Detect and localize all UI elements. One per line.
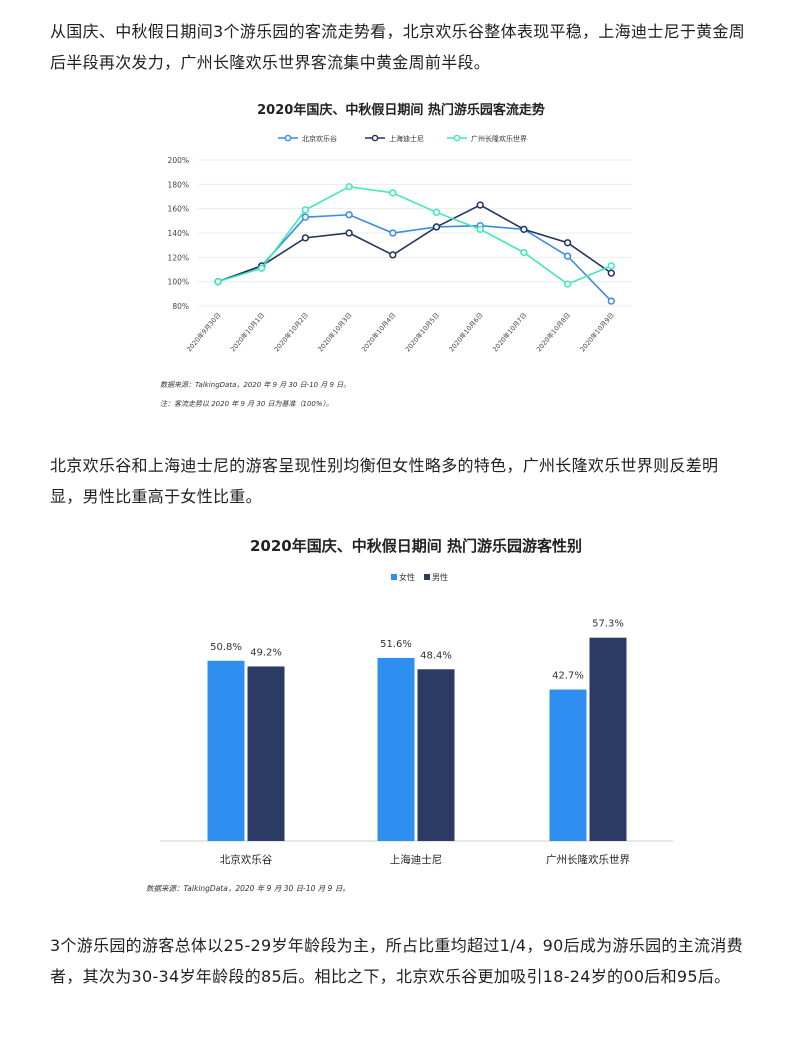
chart-baseline-note: 注：客流走势以 2020 年 9 月 30 日为基准（100%）。 [160, 400, 333, 408]
bar-value-label: 48.4% [420, 650, 452, 661]
series-2 [214, 201, 615, 286]
data-point [607, 269, 615, 277]
data-point [389, 251, 397, 259]
data-point [432, 208, 441, 216]
chart-series [214, 183, 615, 305]
bar [377, 657, 415, 841]
legend-marker [453, 134, 461, 142]
x-tick-label: 2020年10月3日 [316, 311, 354, 354]
series-line [217, 213, 612, 302]
bar [207, 660, 245, 841]
x-tick-label: 2020年10月1日 [228, 311, 266, 354]
bar-value-label: 42.7% [552, 671, 584, 682]
x-tick-label: 2020年10月7日 [490, 311, 528, 354]
chart-legend: 北京欢乐谷 上海迪士尼 广州长隆欢乐世界 [278, 134, 527, 143]
data-point [476, 201, 484, 209]
paragraph-age: 3个游乐园的游客总体以25-29岁年龄段为主，所占比重均超过1/4，90后成为游… [50, 936, 743, 986]
data-point [563, 252, 572, 260]
bar-value-label: 57.3% [592, 619, 624, 630]
paragraph-traffic-trend: 从国庆、中秋假日期间3个游乐园的客流走势看，北京欢乐谷整体表现平稳，上海迪士尼于… [50, 22, 746, 72]
x-tick-label: 2020年10月2日 [272, 311, 310, 354]
data-point [432, 223, 441, 231]
x-axis-ticks: 北京欢乐谷 上海迪士尼 广州长隆欢乐世界 [220, 853, 631, 866]
legend-label: 女性 [399, 572, 415, 582]
y-tick-label: 140% [168, 229, 189, 238]
chart-bars: 50.8% 51.6% 42.7% 49.2% 48.4% 57.3% [207, 619, 627, 841]
line-chart-traffic-trend: 2020年国庆、中秋假日期间 热门游乐园客流走势 北京欢乐谷 上海迪士尼 广州长隆欢… [160, 102, 632, 408]
data-point [301, 213, 310, 221]
x-tick-label: 2020年9月30日 [184, 311, 222, 354]
series-3 [214, 183, 615, 288]
x-tick-label: 2020年10月4日 [359, 311, 397, 354]
data-point [520, 248, 528, 257]
data-point [476, 225, 484, 234]
chart-legend: 女性 男性 [391, 572, 448, 582]
legend-label: 北京欢乐谷 [302, 134, 337, 143]
x-tick-label: 2020年10月9日 [578, 311, 616, 354]
legend-label: 男性 [432, 572, 448, 582]
data-point [607, 262, 615, 270]
legend-swatch [391, 574, 397, 580]
x-tick-label: 2020年10月6日 [447, 311, 485, 354]
data-point [389, 189, 397, 197]
data-point [301, 206, 310, 214]
chart-source-note: 数据来源：TalkingData，2020 年 9 月 30 日-10 月 9 … [160, 381, 350, 389]
legend-label: 上海迪士尼 [389, 134, 424, 143]
paragraph-gender: 北京欢乐谷和上海迪士尼的游客呈现性别均衡但女性略多的特色，广州长隆欢乐世界则反差… [50, 456, 719, 506]
bar-chart-gender: 2020年国庆、中秋假日期间 热门游乐园游客性别 女性 男性 50.8% 51.6%… [146, 537, 673, 893]
x-tick-label: 2020年10月8日 [534, 311, 572, 354]
y-tick-label: 80% [172, 302, 189, 311]
data-point [345, 211, 353, 219]
x-tick-label: 上海迪士尼 [390, 853, 443, 866]
legend-swatch [424, 574, 430, 580]
data-point [301, 234, 310, 242]
data-point [258, 264, 266, 272]
y-tick-label: 100% [168, 278, 189, 287]
data-point [563, 280, 572, 288]
series-line [217, 204, 612, 283]
bar [247, 666, 285, 841]
x-tick-label: 广州长隆欢乐世界 [546, 853, 630, 866]
x-axis-ticks: 2020年9月30日 2020年10月1日 2020年10月2日 2020年10月3日… [184, 311, 615, 354]
bar-value-label: 49.2% [250, 647, 282, 658]
data-point [214, 278, 222, 286]
data-point [607, 297, 615, 305]
legend-label: 广州长隆欢乐世界 [471, 134, 527, 143]
series-line [217, 185, 612, 286]
y-tick-label: 180% [168, 180, 189, 189]
data-point [563, 239, 572, 247]
x-tick-label: 2020年10月5日 [403, 311, 441, 354]
data-point [389, 229, 397, 237]
chart-title: 2020年国庆、中秋假日期间 热门游乐园客流走势 [257, 102, 545, 118]
legend-marker [284, 134, 292, 142]
data-point [520, 225, 528, 234]
y-tick-label: 160% [168, 205, 189, 214]
chart-title: 2020年国庆、中秋假日期间 热门游乐园游客性别 [250, 537, 582, 555]
y-axis-ticks: 200% 180% 160% 140% 120% 100% 80% [168, 156, 189, 311]
y-tick-label: 200% [168, 156, 189, 165]
bar [589, 637, 627, 841]
bar [549, 689, 587, 841]
bar-value-label: 51.6% [380, 639, 412, 650]
bar [417, 669, 455, 841]
chart-grid [198, 159, 632, 307]
data-point [345, 183, 353, 191]
x-tick-label: 北京欢乐谷 [220, 853, 273, 866]
chart-source-note: 数据来源：TalkingData，2020 年 9 月 30 日-10 月 9 … [146, 884, 350, 893]
bar-value-label: 50.8% [210, 642, 242, 653]
data-point [345, 229, 353, 237]
legend-marker [371, 134, 379, 142]
y-tick-label: 120% [168, 253, 189, 262]
